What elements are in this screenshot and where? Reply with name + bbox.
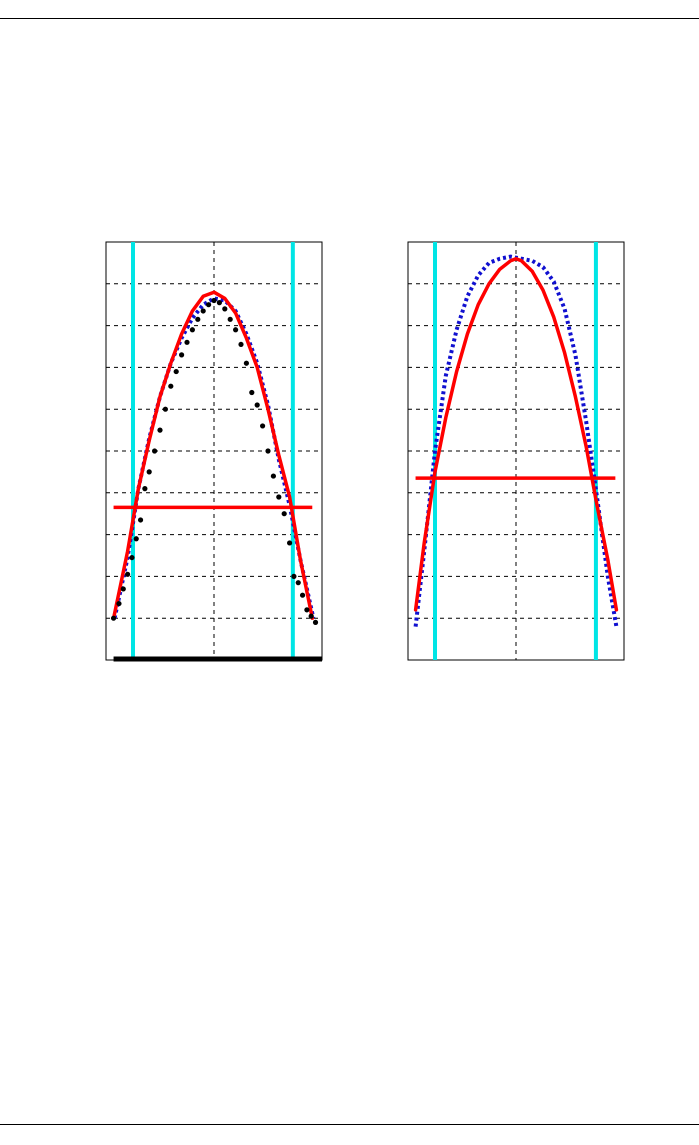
data-point: [312, 619, 319, 625]
data-point: [281, 511, 287, 517]
data-point: [142, 486, 148, 492]
data-point: [133, 536, 139, 542]
series-solid-curve: [413, 256, 619, 612]
data-point: [168, 383, 174, 389]
data-point: [216, 300, 222, 306]
data-point: [110, 615, 117, 621]
data-point: [211, 297, 217, 304]
data-point: [291, 573, 297, 580]
data-point: [243, 360, 249, 366]
data-point: [265, 448, 271, 454]
data-point: [195, 316, 201, 322]
data-point: [125, 571, 131, 577]
data-point: [238, 341, 244, 348]
data-point: [157, 427, 163, 433]
data-point: [120, 586, 126, 592]
data-point: [222, 306, 228, 312]
data-point: [137, 517, 144, 523]
header-rule: [0, 18, 699, 19]
data-point: [270, 473, 276, 479]
data-point: [233, 327, 239, 333]
data-point: [173, 368, 179, 375]
data-point: [254, 402, 260, 408]
data-point: [146, 469, 152, 475]
data-point: [287, 540, 293, 546]
data-point: [189, 327, 195, 333]
series-solid-curve: [111, 290, 315, 620]
data-point: [304, 607, 310, 613]
footer-rule: [0, 1124, 699, 1125]
data-point: [200, 308, 206, 314]
data-point: [276, 494, 282, 500]
data-point: [260, 423, 266, 429]
data-point: [179, 352, 185, 358]
data-point: [308, 613, 314, 619]
data-point: [152, 448, 158, 454]
data-point: [227, 316, 233, 322]
data-point: [299, 592, 306, 598]
data-point: [295, 580, 301, 586]
data-point: [116, 600, 122, 607]
data-point: [162, 406, 168, 412]
data-point: [206, 302, 212, 308]
data-point: [249, 389, 255, 396]
data-point: [129, 554, 135, 561]
data-point: [184, 339, 190, 345]
